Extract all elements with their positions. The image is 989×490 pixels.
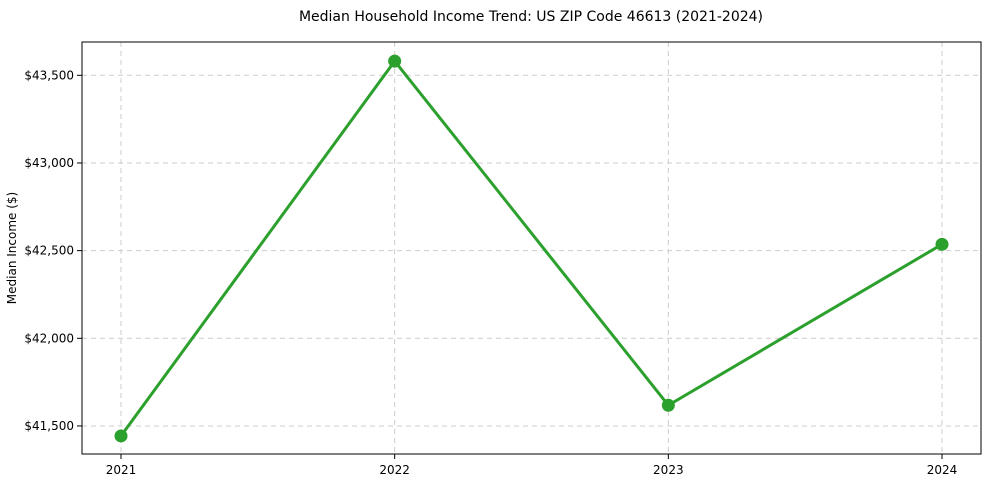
series-layer [114,54,949,443]
y-tick-label: $42,500 [24,244,74,258]
trend-line [119,59,944,438]
y-axis-label: Median Income ($) [5,192,19,304]
y-tick-label: $41,500 [24,419,74,433]
plot-border [81,41,982,455]
x-tick-label: 2022 [379,463,410,477]
x-tick-label: 2023 [653,463,684,477]
data-point-2024 [935,237,949,251]
grid-layer [82,42,981,454]
y-tick-label: $43,500 [24,68,74,82]
data-point-2023 [661,398,675,412]
data-point-2021 [114,429,128,443]
x-tick-label: 2024 [927,463,958,477]
chart-title: Median Household Income Trend: US ZIP Co… [299,9,763,25]
plot-box [81,41,982,455]
y-tick-label: $43,000 [24,156,74,170]
data-point-2022 [388,54,402,68]
y-tick-label: $42,000 [24,331,74,345]
x-tick-label: 2021 [106,463,137,477]
tick-layer: $41,500 $42,000 $42,500 $43,000 $43,500 2021 2… [24,68,957,477]
